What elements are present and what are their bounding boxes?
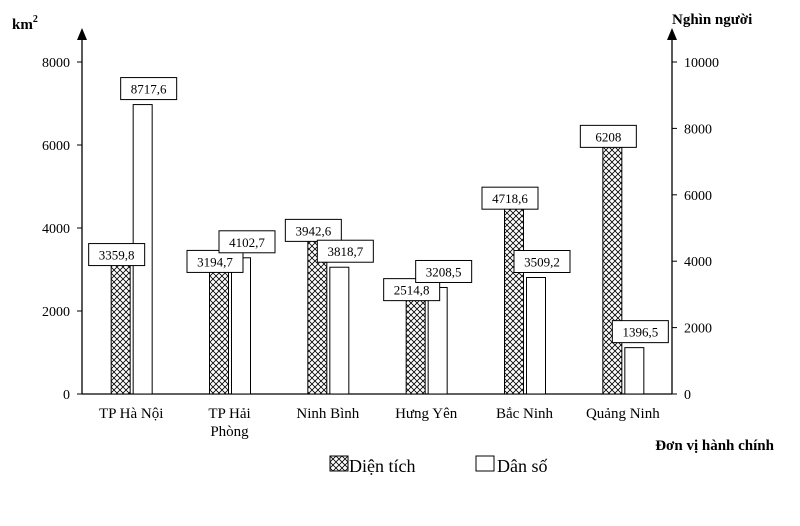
category-label: TP Hải Phòng [208, 406, 250, 440]
bar-dien-tich [209, 260, 229, 395]
left-tick-label: 6000 [42, 139, 70, 154]
right-axis: Nghìn người 0 2000 4000 6000 8000 10000 [667, 12, 752, 403]
data-label-dien-tich: 4718,6 [492, 191, 528, 206]
data-label-dien-tich: 6208 [595, 129, 621, 144]
bars: 3359,8 8717,6 3194,7 4102,7 3942,6 3818,7 2514… [88, 77, 669, 395]
bar-dien-tich [405, 289, 426, 395]
right-tick-label: 8000 [684, 122, 712, 137]
bar-dan-so [329, 266, 350, 395]
data-label-dan-so: 4102,7 [229, 235, 265, 250]
data-label-dien-tich: 3194,7 [197, 254, 233, 269]
data-label-box [383, 278, 441, 302]
legend-label-dan-so: Dân số [497, 456, 548, 476]
left-axis-unit: km2 [12, 14, 38, 33]
data-label-dan-so: 3509,2 [524, 254, 560, 269]
data-label-box [186, 249, 244, 273]
category-label: TP Hà Nội [99, 406, 163, 422]
data-label-box [611, 320, 669, 344]
data-label-box [120, 77, 178, 101]
data-label-dan-so: 3208,5 [426, 264, 462, 279]
legend-swatch-dien-tich [329, 455, 349, 472]
right-tick-label: 6000 [684, 189, 712, 204]
right-axis-unit: Nghìn người [672, 12, 752, 28]
data-label-box [579, 124, 637, 148]
bar-dan-so [526, 276, 546, 395]
left-tick-label: 2000 [42, 305, 70, 320]
left-tick-label: 8000 [42, 56, 70, 71]
category-label: Quảng Ninh [586, 406, 660, 422]
category-labels: TP Hà Nội TP Hải Phòng Ninh Bình Hưng Yên Bắc… [99, 406, 660, 440]
category-label: Ninh Bình [296, 406, 359, 422]
bar-dien-tich [602, 135, 623, 395]
data-label-box [481, 186, 539, 210]
legend: Diện tích Dân số [329, 455, 548, 476]
data-label-dan-so: 1396,5 [622, 325, 658, 340]
data-label-dien-tich: 2514,8 [394, 283, 430, 298]
right-tick-label: 10000 [684, 56, 719, 71]
right-tick-label: 0 [684, 388, 691, 403]
data-label-box [513, 249, 571, 273]
data-label-box [284, 218, 342, 242]
bar-dien-tich [504, 197, 524, 395]
right-tick-label: 4000 [684, 255, 712, 270]
data-label-box [218, 230, 276, 254]
category-label: Hưng Yên [395, 406, 458, 422]
data-label-box [88, 243, 146, 267]
left-tick-label: 4000 [42, 222, 70, 237]
data-label-box [415, 259, 473, 283]
data-label-dan-so: 3818,7 [327, 244, 363, 259]
bar-dan-so [624, 347, 645, 395]
right-tick-label: 2000 [684, 322, 712, 337]
data-label-dan-so: 8717,6 [131, 82, 167, 97]
bar-dan-so [231, 257, 251, 395]
legend-swatch-dan-so [475, 455, 495, 472]
data-label-dien-tich: 3942,6 [295, 223, 331, 238]
bar-dan-so [427, 286, 448, 395]
x-axis-title: Đơn vị hành chính [655, 438, 774, 454]
category-label: Bắc Ninh [496, 406, 554, 422]
left-tick-label: 0 [63, 388, 70, 403]
left-axis-ticks: 0 2000 4000 6000 8000 [42, 56, 82, 403]
data-label-box [316, 239, 374, 263]
legend-label-dien-tich: Diện tích [349, 456, 415, 476]
data-label-dien-tich: 3359,8 [99, 248, 135, 263]
left-axis: km2 0 2000 4000 6000 8000 [12, 14, 87, 403]
right-axis-ticks: 0 2000 4000 6000 8000 10000 [672, 56, 719, 403]
bar-dien-tich [110, 254, 131, 395]
